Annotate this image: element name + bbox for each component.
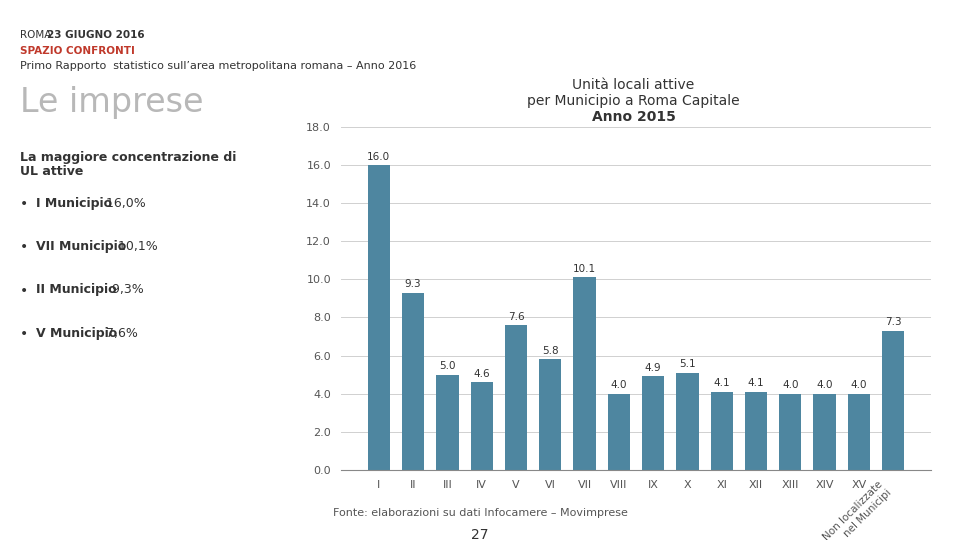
Bar bbox=[745, 392, 767, 470]
Text: 5.8: 5.8 bbox=[542, 346, 559, 356]
Text: 16.0: 16.0 bbox=[368, 152, 391, 161]
Text: 9,3%: 9,3% bbox=[108, 284, 144, 296]
Text: 10,1%: 10,1% bbox=[114, 240, 157, 253]
Text: 7,6%: 7,6% bbox=[102, 327, 138, 340]
Bar bbox=[402, 293, 424, 470]
Text: La maggiore concentrazione di: La maggiore concentrazione di bbox=[20, 151, 236, 164]
Text: VII Municipio: VII Municipio bbox=[36, 240, 127, 253]
Bar bbox=[710, 392, 732, 470]
Bar bbox=[813, 394, 836, 470]
Text: Fonte: elaborazioni su dati Infocamere – Movimprese: Fonte: elaborazioni su dati Infocamere –… bbox=[332, 508, 628, 518]
Bar bbox=[608, 394, 630, 470]
Text: •: • bbox=[20, 240, 29, 254]
Text: 4.9: 4.9 bbox=[645, 363, 661, 373]
Bar bbox=[780, 394, 802, 470]
Bar bbox=[540, 359, 562, 470]
Text: 9.3: 9.3 bbox=[405, 279, 421, 289]
Bar bbox=[676, 373, 699, 470]
Text: 16,0%: 16,0% bbox=[102, 197, 146, 210]
Text: 4.0: 4.0 bbox=[851, 380, 867, 390]
Bar bbox=[505, 325, 527, 470]
Text: 7.3: 7.3 bbox=[885, 318, 901, 327]
Text: V Municipio: V Municipio bbox=[36, 327, 118, 340]
Text: 7.6: 7.6 bbox=[508, 312, 524, 322]
Text: per Municipio a Roma Capitale: per Municipio a Roma Capitale bbox=[527, 94, 740, 108]
Text: 23 GIUGNO 2016: 23 GIUGNO 2016 bbox=[47, 30, 145, 40]
Text: Anno 2015: Anno 2015 bbox=[591, 110, 676, 124]
Text: UL attive: UL attive bbox=[20, 165, 84, 178]
Text: ROMA: ROMA bbox=[20, 30, 55, 40]
Text: 5.0: 5.0 bbox=[439, 361, 456, 371]
Bar bbox=[642, 376, 664, 470]
Text: •: • bbox=[20, 284, 29, 298]
Text: 4.1: 4.1 bbox=[748, 378, 764, 388]
Text: SPAZIO CONFRONTI: SPAZIO CONFRONTI bbox=[20, 46, 135, 56]
Text: •: • bbox=[20, 197, 29, 211]
Bar bbox=[848, 394, 870, 470]
Text: 27: 27 bbox=[471, 528, 489, 540]
Bar bbox=[436, 375, 459, 470]
Text: Unità locali attive: Unità locali attive bbox=[572, 78, 695, 92]
Bar bbox=[573, 278, 596, 470]
Bar bbox=[882, 330, 904, 470]
Text: 4.0: 4.0 bbox=[782, 380, 799, 390]
Bar bbox=[470, 382, 492, 470]
Text: 4.0: 4.0 bbox=[816, 380, 833, 390]
Text: Le imprese: Le imprese bbox=[20, 86, 204, 119]
Text: Primo Rapporto  statistico sull’area metropolitana romana – Anno 2016: Primo Rapporto statistico sull’area metr… bbox=[20, 61, 417, 71]
Text: II Municipio: II Municipio bbox=[36, 284, 117, 296]
Text: 5.1: 5.1 bbox=[679, 359, 696, 369]
Text: 4.6: 4.6 bbox=[473, 369, 490, 379]
Text: 10.1: 10.1 bbox=[573, 264, 596, 274]
Bar bbox=[368, 165, 390, 470]
Text: I Municipio: I Municipio bbox=[36, 197, 112, 210]
Text: 4.0: 4.0 bbox=[611, 380, 627, 390]
Text: •: • bbox=[20, 327, 29, 341]
Text: 4.1: 4.1 bbox=[713, 378, 730, 388]
